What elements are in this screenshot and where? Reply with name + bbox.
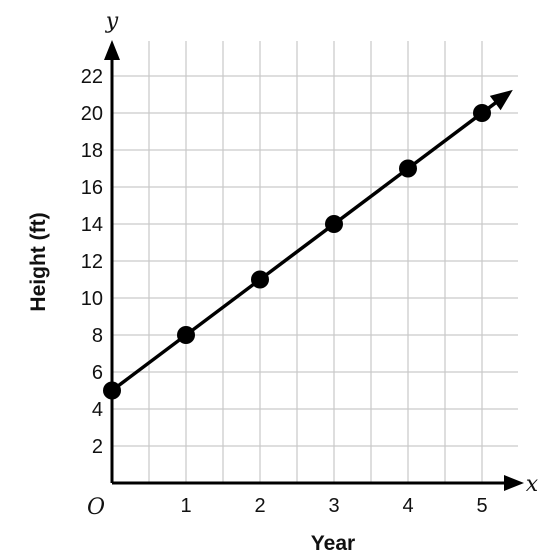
x-tick-label: 4	[402, 495, 413, 517]
y-tick-label: 12	[81, 251, 103, 273]
y-tick-label: 6	[92, 362, 103, 384]
x-tick-label: 1	[180, 495, 191, 517]
data-point	[473, 104, 491, 122]
data-series	[103, 89, 513, 400]
y-tick-label: 16	[81, 177, 103, 199]
y-tick-label: 4	[92, 399, 103, 421]
y-tick-label: 10	[81, 288, 103, 310]
data-point	[325, 215, 343, 233]
y-tick-label: 18	[81, 140, 103, 162]
y-tick-label: 14	[81, 214, 103, 236]
data-point	[177, 326, 195, 344]
y-axis-title: Height (ft)	[27, 212, 50, 311]
origin-label: O	[87, 495, 105, 520]
x-tick-label: 2	[254, 495, 265, 517]
x-tick-label: 5	[476, 495, 487, 517]
x-axis-variable: x	[526, 472, 539, 497]
axes	[104, 40, 524, 491]
grid	[112, 41, 518, 483]
series-line	[110, 93, 508, 392]
x-axis-title: Year	[311, 532, 355, 555]
data-point	[103, 381, 121, 400]
data-point	[399, 159, 417, 178]
y-axis-arrowhead	[104, 40, 120, 60]
y-tick-label: 8	[92, 325, 103, 347]
y-tick-label: 2	[92, 436, 103, 458]
data-point	[251, 270, 269, 289]
x-axis-arrowhead	[504, 475, 524, 491]
series-line-arrowhead	[489, 89, 513, 111]
y-tick-label: 22	[81, 66, 103, 88]
x-tick-label: 3	[328, 495, 339, 517]
y-axis-variable: y	[105, 9, 119, 34]
y-tick-label: 20	[81, 103, 103, 125]
